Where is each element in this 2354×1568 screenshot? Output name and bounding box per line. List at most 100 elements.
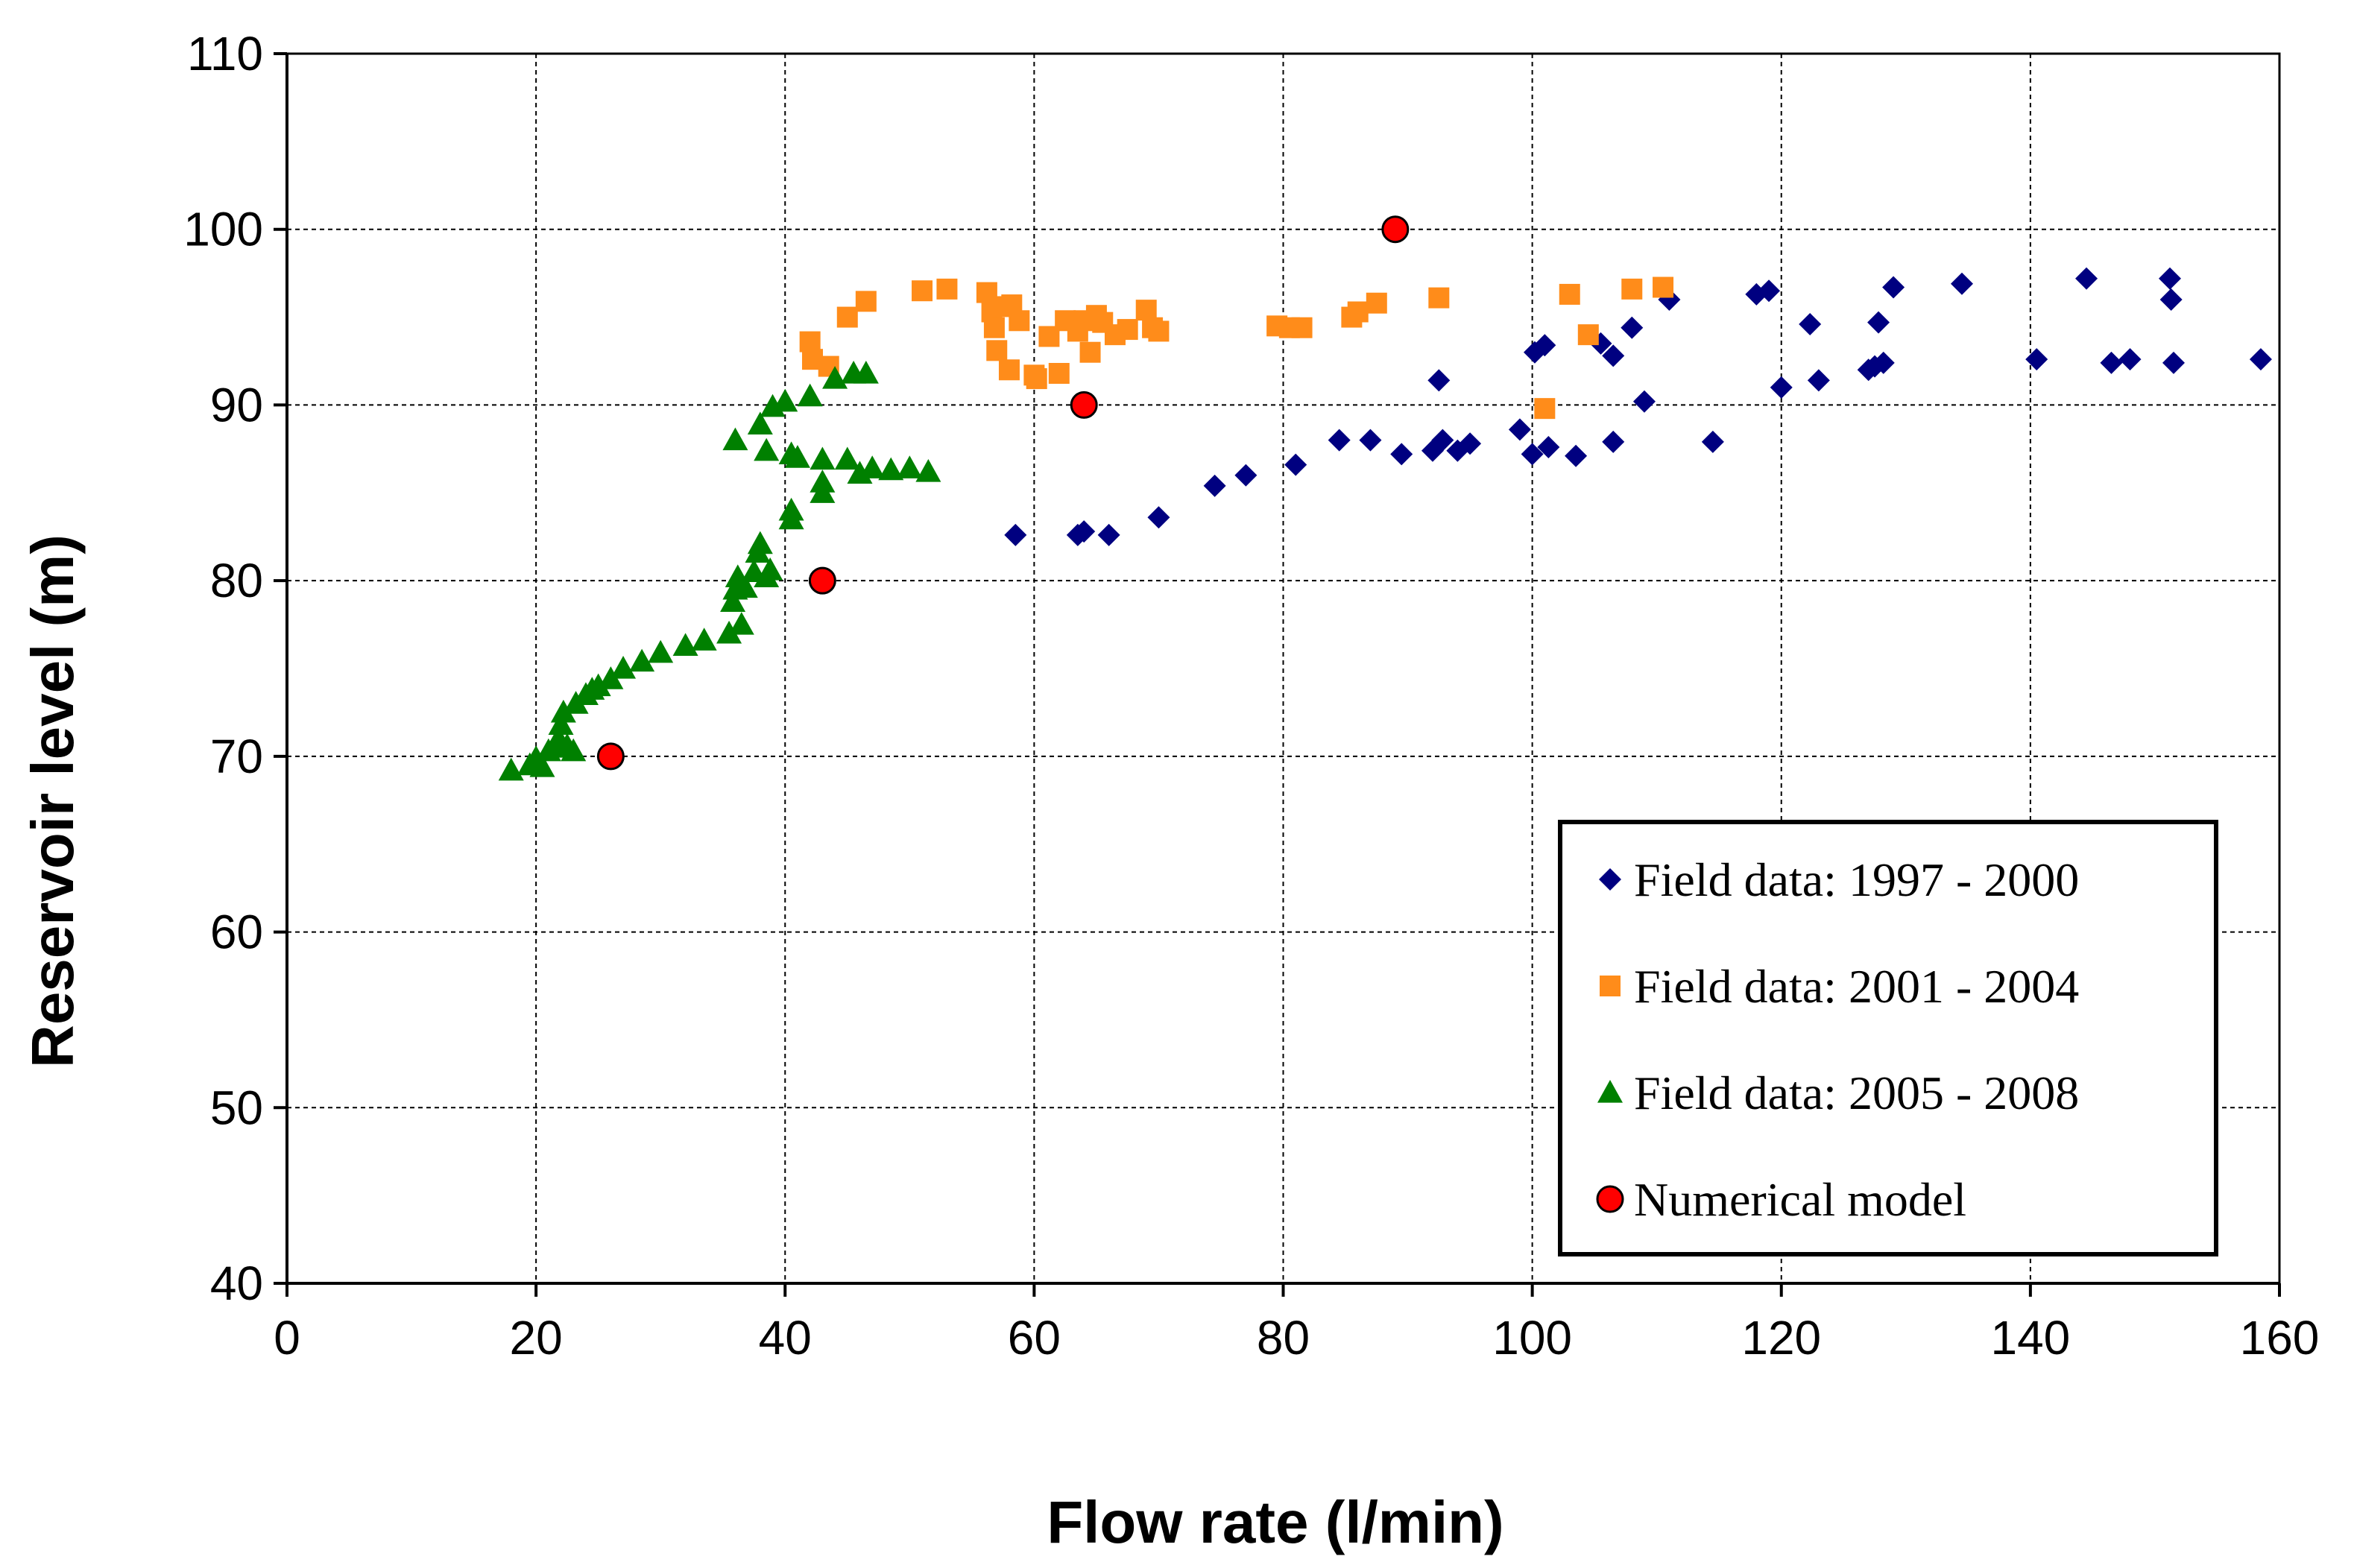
data-point xyxy=(2100,351,2123,374)
data-point xyxy=(1534,398,1556,420)
data-point xyxy=(799,331,821,353)
data-point xyxy=(1621,316,1644,339)
data-point xyxy=(778,506,804,530)
data-point xyxy=(1799,313,1822,335)
legend-item: Field data: 2005 - 2008 xyxy=(1597,1066,2079,1119)
legend-marker xyxy=(1600,976,1621,996)
data-point xyxy=(1577,324,1599,346)
legend-label: Numerical model xyxy=(1634,1173,1966,1226)
data-point xyxy=(1602,344,1625,367)
data-point xyxy=(2158,267,2181,290)
data-point xyxy=(691,627,717,651)
data-point xyxy=(1004,523,1027,546)
data-point xyxy=(1882,276,1905,299)
data-points xyxy=(498,215,2272,781)
data-point xyxy=(936,278,958,300)
data-point xyxy=(529,754,555,777)
data-point xyxy=(1621,278,1643,300)
data-point xyxy=(2075,267,2098,290)
legend-item: Field data: 1997 - 2000 xyxy=(1599,853,2079,906)
y-axis-title: Reservoir level (m) xyxy=(19,534,86,1068)
data-point xyxy=(1431,429,1454,452)
data-point xyxy=(610,656,637,679)
legend-label: Field data: 2005 - 2008 xyxy=(1634,1066,2079,1119)
series-2 xyxy=(799,276,1674,420)
x-tick-label: 120 xyxy=(1741,1311,1821,1365)
legend-item: Field data: 2001 - 2004 xyxy=(1600,960,2079,1013)
x-tick-labels: 0 20 40 60 80 100 120 140 160 xyxy=(274,1311,2319,1365)
data-point xyxy=(550,699,576,723)
data-point xyxy=(878,457,904,481)
data-point xyxy=(810,446,836,470)
data-point xyxy=(1521,443,1544,466)
x-axis-title: Flow rate (l/min) xyxy=(1047,1489,1503,1555)
data-point xyxy=(855,291,877,312)
data-point xyxy=(1328,429,1351,452)
y-tick-label: 40 xyxy=(210,1256,263,1310)
series-3 xyxy=(498,361,941,781)
y-tick-label: 60 xyxy=(210,905,263,959)
data-point xyxy=(1117,319,1138,341)
data-point xyxy=(2118,348,2142,371)
data-point xyxy=(732,575,758,598)
data-point xyxy=(1758,279,1781,303)
data-point xyxy=(498,757,524,781)
legend-marker xyxy=(1597,1080,1623,1103)
data-point xyxy=(912,280,933,302)
data-point xyxy=(598,666,624,689)
data-point xyxy=(808,566,836,595)
y-tick-labels: 40 50 60 70 80 90 100 110 xyxy=(183,27,263,1310)
legend: Field data: 1997 - 2000 Field data: 2001 … xyxy=(1558,820,2218,1256)
data-point xyxy=(2159,288,2183,311)
legend-label: Field data: 1997 - 2000 xyxy=(1634,853,2079,906)
y-tick-label: 100 xyxy=(183,203,263,256)
data-point xyxy=(853,361,879,384)
data-point xyxy=(722,427,748,451)
x-tick-label: 100 xyxy=(1492,1311,1572,1365)
data-point xyxy=(1807,369,1830,392)
data-point xyxy=(1147,506,1170,529)
data-point xyxy=(810,470,836,493)
data-point xyxy=(1359,429,1382,452)
data-point xyxy=(983,317,1005,338)
data-point xyxy=(561,738,587,762)
data-point xyxy=(720,589,746,613)
legend-marker xyxy=(1599,868,1621,891)
data-point xyxy=(629,648,655,672)
legend-label: Field data: 2001 - 2004 xyxy=(1634,960,2079,1013)
data-point xyxy=(772,388,798,412)
data-point xyxy=(747,531,773,554)
y-tick-label: 110 xyxy=(187,27,263,80)
legend-box xyxy=(1558,820,2218,1256)
data-point xyxy=(1508,418,1531,441)
data-point xyxy=(1770,376,1793,399)
data-point xyxy=(1950,272,1973,295)
legend-item: Numerical model xyxy=(1596,1173,1966,1226)
data-point xyxy=(2025,348,2048,371)
data-point xyxy=(1537,436,1560,458)
data-point xyxy=(1009,310,1030,332)
data-point xyxy=(1632,390,1656,413)
axes xyxy=(274,52,2281,1297)
data-point xyxy=(1203,474,1226,497)
data-point xyxy=(859,455,886,478)
data-point xyxy=(1459,432,1482,455)
data-point xyxy=(834,446,860,470)
data-point xyxy=(1390,443,1413,466)
x-tick-label: 60 xyxy=(1008,1311,1061,1365)
data-point xyxy=(754,437,780,461)
data-point xyxy=(716,620,742,644)
data-point xyxy=(1284,453,1307,476)
x-tick-label: 80 xyxy=(1257,1311,1310,1365)
data-point xyxy=(1366,292,1387,314)
data-point xyxy=(672,633,698,656)
data-point xyxy=(728,612,754,635)
data-point xyxy=(1701,430,1724,453)
data-point xyxy=(1381,215,1410,244)
data-point xyxy=(1026,368,1047,390)
data-point xyxy=(915,459,941,482)
x-tick-label: 40 xyxy=(759,1311,812,1365)
data-point xyxy=(1428,287,1450,309)
x-tick-label: 20 xyxy=(510,1311,563,1365)
x-tick-label: 140 xyxy=(1990,1311,2070,1365)
